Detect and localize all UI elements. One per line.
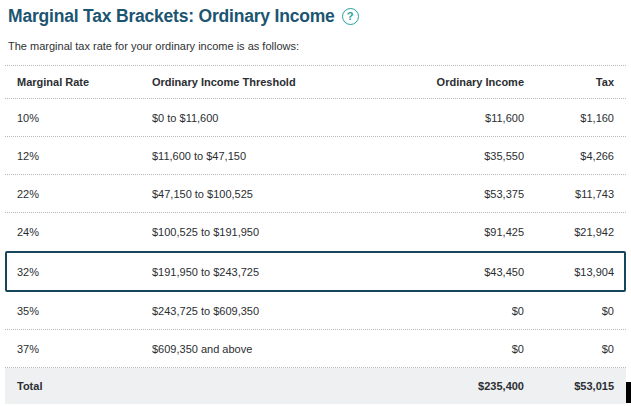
cell-tax: $11,743 [524, 188, 614, 200]
table-row: 35% $243,725 to $609,350 $0 $0 [5, 292, 626, 330]
cell-ordinary-income: $43,450 [414, 266, 524, 278]
cell-ordinary-income: $0 [414, 343, 524, 355]
column-header-ordinary-income: Ordinary Income [414, 76, 524, 88]
table-row: 22% $47,150 to $100,525 $53,375 $11,743 [5, 175, 626, 213]
cell-ordinary-income: $35,550 [414, 150, 524, 162]
cell-marginal-rate: 22% [17, 188, 152, 200]
table-total-row: Total $235,400 $53,015 [5, 368, 626, 404]
cursor-artifact [626, 382, 631, 403]
table-row: 32% $191,950 to $243,725 $43,450 $13,904 [5, 251, 626, 292]
page-title: Marginal Tax Brackets: Ordinary Income [8, 5, 335, 27]
table-row: 12% $11,600 to $47,150 $35,550 $4,266 [5, 137, 626, 175]
total-ordinary-income: $235,400 [414, 380, 524, 392]
cell-marginal-rate: 35% [17, 305, 152, 317]
cell-tax: $0 [524, 343, 614, 355]
cell-ordinary-income: $11,600 [414, 112, 524, 124]
cell-marginal-rate: 32% [17, 266, 152, 278]
cell-ordinary-income-threshold: $11,600 to $47,150 [152, 150, 414, 162]
cell-ordinary-income-threshold: $100,525 to $191,950 [152, 226, 414, 238]
table-header-row: Marginal Rate Ordinary Income Threshold … [5, 65, 626, 99]
cell-marginal-rate: 10% [17, 112, 152, 124]
cell-ordinary-income-threshold: $609,350 and above [152, 343, 414, 355]
cell-tax: $21,942 [524, 226, 614, 238]
cell-ordinary-income: $91,425 [414, 226, 524, 238]
column-header-ordinary-income-threshold: Ordinary Income Threshold [152, 76, 414, 88]
cell-ordinary-income-threshold: $47,150 to $100,525 [152, 188, 414, 200]
cell-ordinary-income: $0 [414, 305, 524, 317]
cell-marginal-rate: 37% [17, 343, 152, 355]
column-header-tax: Tax [524, 76, 614, 88]
page-subtitle: The marginal tax rate for your ordinary … [8, 40, 631, 52]
cell-ordinary-income-threshold: $0 to $11,600 [152, 112, 414, 124]
total-tax: $53,015 [524, 380, 614, 392]
marginal-tax-table: Marginal Rate Ordinary Income Threshold … [5, 65, 626, 404]
cell-ordinary-income-threshold: $191,950 to $243,725 [152, 266, 414, 278]
table-row: 10% $0 to $11,600 $11,600 $1,160 [5, 99, 626, 137]
total-label: Total [17, 380, 152, 392]
cell-tax: $1,160 [524, 112, 614, 124]
table-row: 37% $609,350 and above $0 $0 [5, 330, 626, 368]
page-header: Marginal Tax Brackets: Ordinary Income ? [8, 5, 631, 27]
table-body: 10% $0 to $11,600 $11,600 $1,160 12% $11… [5, 99, 626, 368]
cell-tax: $0 [524, 305, 614, 317]
cell-ordinary-income-threshold: $243,725 to $609,350 [152, 305, 414, 317]
cell-tax: $13,904 [524, 266, 614, 278]
cell-ordinary-income: $53,375 [414, 188, 524, 200]
column-header-marginal-rate: Marginal Rate [17, 76, 152, 88]
help-icon[interactable]: ? [342, 8, 359, 25]
table-row: 24% $100,525 to $191,950 $91,425 $21,942 [5, 213, 626, 251]
cell-marginal-rate: 12% [17, 150, 152, 162]
cell-marginal-rate: 24% [17, 226, 152, 238]
cell-tax: $4,266 [524, 150, 614, 162]
